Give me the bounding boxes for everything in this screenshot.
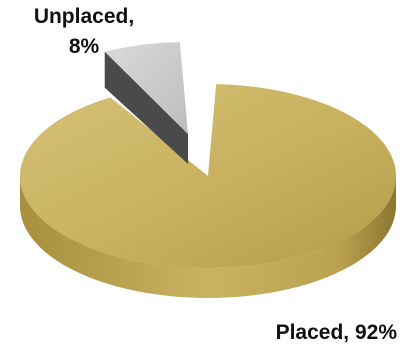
pie-slice-unplaced-side [104, 51, 189, 165]
pie-slice-unplaced [104, 42, 189, 135]
data-label-unplaced-name: Unplaced, [33, 5, 135, 28]
data-label-placed: Placed, 92% [275, 321, 397, 344]
pie-slice-placed-side [20, 176, 396, 298]
data-label-unplaced-value: 8% [68, 35, 100, 58]
data-label-unplaced: Unplaced, 8% [20, 2, 148, 62]
pie-slice-placed [19, 84, 396, 269]
